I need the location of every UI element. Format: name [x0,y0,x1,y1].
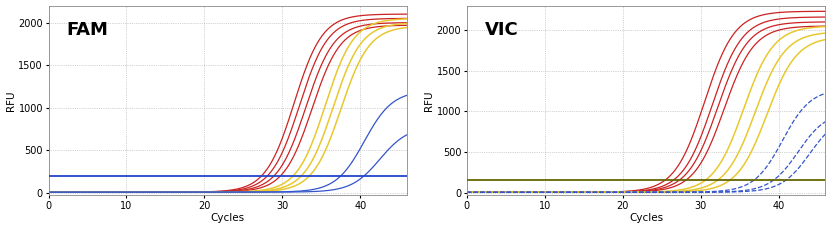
Text: FAM: FAM [66,21,108,39]
Y-axis label: RFU: RFU [424,90,434,111]
Y-axis label: RFU: RFU [6,90,16,111]
X-axis label: Cycles: Cycles [211,213,245,224]
X-axis label: Cycles: Cycles [629,213,663,224]
Text: VIC: VIC [484,21,519,39]
